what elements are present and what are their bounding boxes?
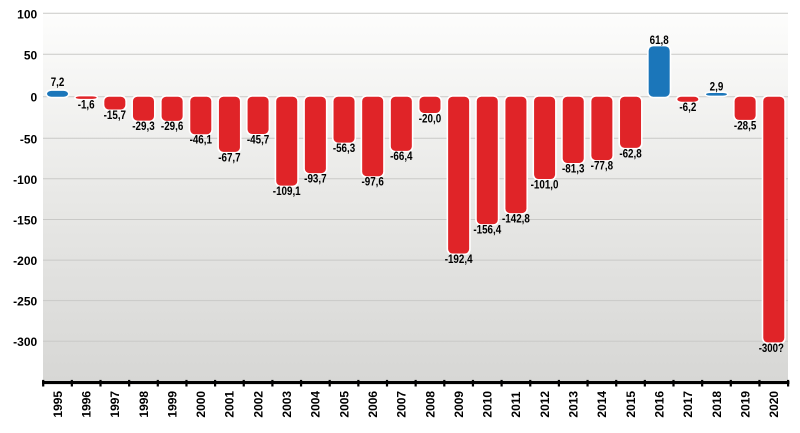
svg-text:2013: 2013 bbox=[567, 391, 581, 418]
svg-text:-29,6: -29,6 bbox=[161, 119, 184, 133]
svg-text:2005: 2005 bbox=[337, 391, 351, 418]
svg-text:2019: 2019 bbox=[738, 391, 752, 418]
svg-text:-29,3: -29,3 bbox=[132, 119, 155, 133]
svg-text:-100: -100 bbox=[13, 173, 37, 187]
svg-text:-81,3: -81,3 bbox=[562, 161, 585, 175]
svg-text:-93,7: -93,7 bbox=[304, 171, 327, 185]
svg-text:-200: -200 bbox=[13, 254, 37, 268]
svg-text:-1,6: -1,6 bbox=[78, 97, 95, 111]
svg-text:-192,4: -192,4 bbox=[445, 252, 473, 266]
svg-text:-62,8: -62,8 bbox=[619, 146, 642, 160]
svg-text:61,8: 61,8 bbox=[650, 33, 669, 47]
svg-text:-20,0: -20,0 bbox=[419, 111, 442, 125]
svg-text:2009: 2009 bbox=[452, 391, 466, 418]
svg-text:-66,4: -66,4 bbox=[390, 149, 413, 163]
svg-text:0: 0 bbox=[31, 91, 38, 105]
svg-text:2000: 2000 bbox=[194, 391, 208, 418]
svg-text:-250: -250 bbox=[13, 295, 37, 309]
svg-text:2011: 2011 bbox=[509, 391, 523, 417]
svg-text:1998: 1998 bbox=[137, 391, 151, 418]
svg-text:-142,8: -142,8 bbox=[502, 211, 530, 225]
svg-text:-97,6: -97,6 bbox=[361, 175, 384, 189]
svg-text:2016: 2016 bbox=[652, 391, 666, 418]
svg-text:1996: 1996 bbox=[79, 391, 93, 418]
svg-text:-45,7: -45,7 bbox=[247, 132, 270, 146]
svg-text:2012: 2012 bbox=[538, 391, 552, 418]
svg-text:100: 100 bbox=[17, 7, 37, 21]
svg-text:-28,5: -28,5 bbox=[734, 118, 757, 132]
svg-text:2001: 2001 bbox=[223, 391, 237, 418]
svg-text:-101,0: -101,0 bbox=[531, 177, 559, 191]
svg-text:2,9: 2,9 bbox=[710, 80, 724, 94]
svg-text:1997: 1997 bbox=[108, 391, 122, 418]
svg-text:-15,7: -15,7 bbox=[104, 108, 127, 122]
svg-text:1995: 1995 bbox=[51, 391, 65, 418]
svg-text:50: 50 bbox=[24, 48, 38, 62]
svg-text:-46,1: -46,1 bbox=[190, 133, 213, 147]
svg-text:2017: 2017 bbox=[681, 391, 695, 418]
svg-text:-300?: -300? bbox=[759, 341, 784, 355]
svg-text:7,2: 7,2 bbox=[51, 75, 65, 89]
svg-text:2010: 2010 bbox=[481, 391, 495, 418]
svg-text:2015: 2015 bbox=[624, 391, 638, 418]
svg-text:2007: 2007 bbox=[395, 391, 409, 418]
svg-text:2020: 2020 bbox=[767, 391, 781, 418]
svg-text:2018: 2018 bbox=[710, 391, 724, 418]
svg-text:-6,2: -6,2 bbox=[679, 100, 696, 114]
svg-text:-300: -300 bbox=[13, 335, 37, 349]
svg-text:2008: 2008 bbox=[423, 391, 437, 418]
svg-text:2014: 2014 bbox=[595, 391, 609, 418]
svg-text:2004: 2004 bbox=[309, 391, 323, 418]
svg-text:-56,3: -56,3 bbox=[333, 141, 356, 155]
svg-text:-109,1: -109,1 bbox=[273, 184, 301, 198]
svg-text:-150: -150 bbox=[13, 214, 37, 228]
svg-text:2006: 2006 bbox=[366, 391, 380, 418]
svg-text:-67,7: -67,7 bbox=[218, 150, 241, 164]
svg-text:2002: 2002 bbox=[251, 391, 265, 418]
svg-text:-77,8: -77,8 bbox=[591, 159, 614, 173]
svg-text:2003: 2003 bbox=[280, 391, 294, 418]
svg-text:-50: -50 bbox=[20, 132, 38, 146]
svg-text:-156,4: -156,4 bbox=[473, 223, 501, 237]
svg-text:1999: 1999 bbox=[165, 391, 179, 418]
